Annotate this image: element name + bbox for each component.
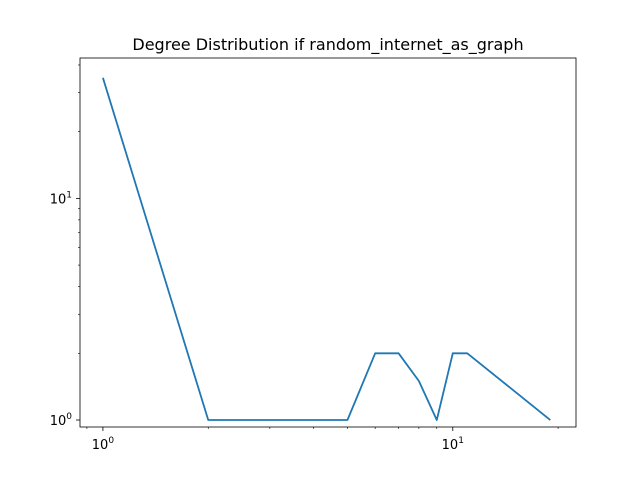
axes-frame [79,57,577,428]
plot-area: 100 101 100 101 [50,64,559,453]
series-line [102,77,551,421]
chart-title: Degree Distribution if random_internet_a… [132,35,523,55]
x-tick-label: 100 [92,436,115,453]
y-tick-label: 101 [50,190,72,207]
y-tick-label: 100 [50,412,73,429]
x-tick-label: 101 [442,436,464,453]
